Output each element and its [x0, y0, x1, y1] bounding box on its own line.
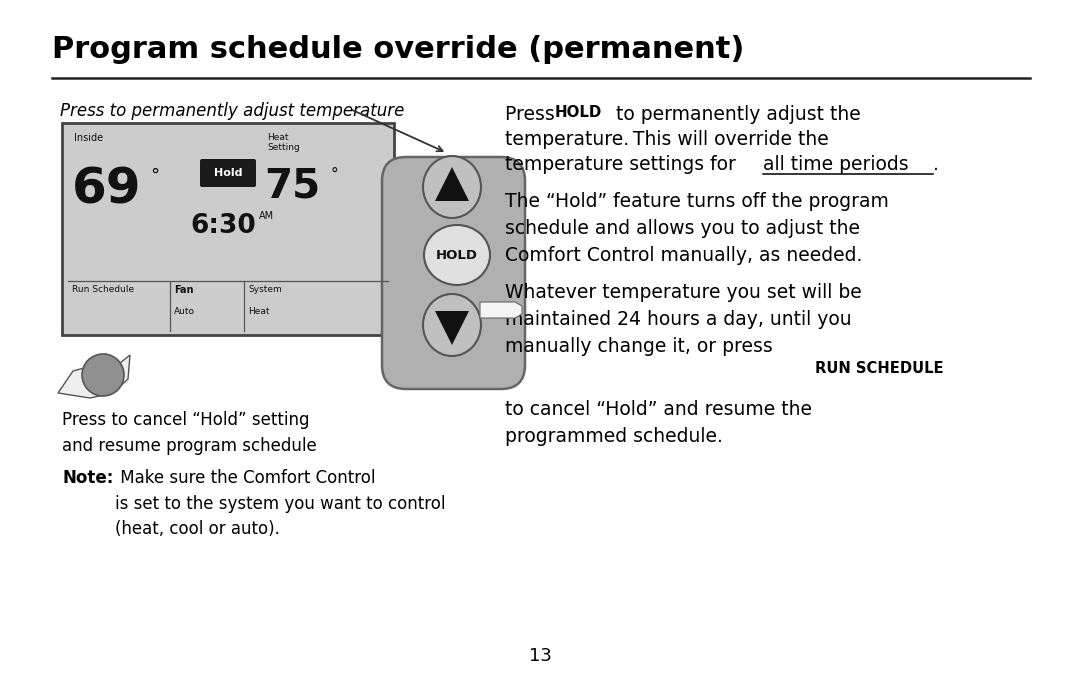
- Text: 6:30: 6:30: [190, 213, 256, 239]
- Polygon shape: [58, 354, 130, 398]
- Text: Press: Press: [505, 105, 561, 124]
- Text: Fan: Fan: [174, 285, 193, 295]
- Circle shape: [82, 354, 124, 396]
- Polygon shape: [435, 311, 469, 345]
- Text: Heat: Heat: [248, 307, 270, 316]
- FancyBboxPatch shape: [382, 157, 525, 389]
- Text: to permanently adjust the: to permanently adjust the: [610, 105, 861, 124]
- Ellipse shape: [423, 156, 481, 218]
- Text: temperature settings for: temperature settings for: [505, 155, 742, 174]
- Ellipse shape: [423, 294, 481, 356]
- Text: to cancel “Hold” and resume the
programmed schedule.: to cancel “Hold” and resume the programm…: [505, 400, 812, 446]
- Ellipse shape: [424, 225, 490, 285]
- Text: Inside: Inside: [75, 133, 103, 143]
- Text: Whatever temperature you set will be
maintained 24 hours a day, until you
manual: Whatever temperature you set will be mai…: [505, 282, 862, 356]
- Text: RUN SCHEDULE: RUN SCHEDULE: [815, 361, 944, 376]
- Text: AM: AM: [259, 211, 274, 221]
- Text: Note:: Note:: [62, 469, 113, 487]
- Text: temperature. This will override the: temperature. This will override the: [505, 131, 828, 149]
- FancyBboxPatch shape: [62, 123, 394, 335]
- Text: °: °: [330, 167, 338, 182]
- Text: HOLD: HOLD: [555, 105, 603, 120]
- Text: °: °: [150, 167, 159, 185]
- Text: Heat
Setting: Heat Setting: [267, 133, 300, 153]
- Polygon shape: [435, 167, 469, 201]
- Text: HOLD: HOLD: [436, 249, 478, 262]
- Text: .: .: [933, 155, 939, 174]
- Text: Hold: Hold: [214, 168, 242, 178]
- Text: all time periods: all time periods: [762, 155, 908, 174]
- Text: Make sure the Comfort Control
is set to the system you want to control
(heat, co: Make sure the Comfort Control is set to …: [114, 469, 446, 539]
- Text: Run Schedule: Run Schedule: [72, 285, 134, 294]
- Text: Press to permanently adjust temperature: Press to permanently adjust temperature: [60, 102, 404, 120]
- Text: Auto: Auto: [174, 307, 195, 316]
- Text: Press to cancel “Hold” setting
and resume program schedule: Press to cancel “Hold” setting and resum…: [62, 411, 316, 455]
- Text: 75: 75: [264, 167, 320, 207]
- Text: The “Hold” feature turns off the program
schedule and allows you to adjust the
C: The “Hold” feature turns off the program…: [505, 192, 889, 265]
- Text: 13: 13: [528, 647, 552, 665]
- Text: Program schedule override (permanent): Program schedule override (permanent): [52, 35, 744, 64]
- Text: 69: 69: [72, 165, 141, 213]
- Text: System: System: [248, 285, 282, 294]
- FancyBboxPatch shape: [200, 159, 256, 187]
- Polygon shape: [480, 302, 522, 318]
